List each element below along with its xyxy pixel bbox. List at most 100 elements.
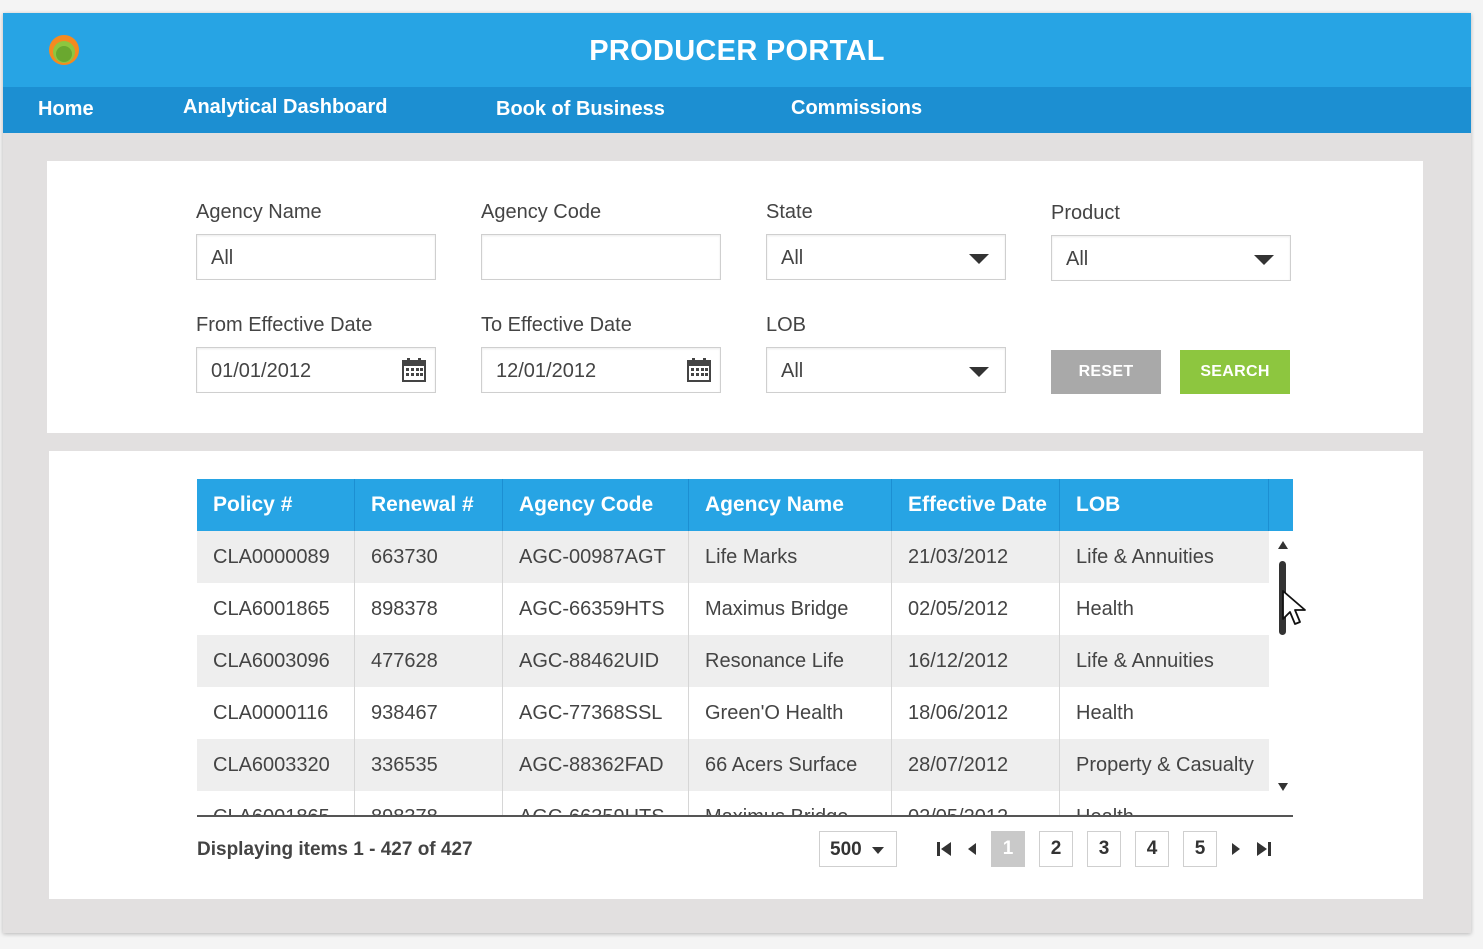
- portal-logo-icon: [49, 35, 79, 65]
- product-label: Product: [1051, 202, 1120, 224]
- cell-agency-name: Green'O Health: [689, 687, 892, 739]
- agency-code-input[interactable]: [481, 234, 721, 280]
- table-row[interactable]: CLA6001865 898378 AGC-66359HTS Maximus B…: [197, 791, 1269, 815]
- to-date-value: 12/01/2012: [496, 360, 597, 382]
- table-header: Policy # Renewal # Agency Code Agency Na…: [197, 479, 1293, 531]
- lob-label: LOB: [766, 314, 807, 336]
- lob-value: All: [781, 360, 804, 382]
- table-row[interactable]: CLA0000116 938467 AGC-77368SSL Green'O H…: [197, 687, 1269, 739]
- cell-policy: CLA6001865: [197, 583, 355, 635]
- cell-effective-date: 02/05/2012: [892, 583, 1060, 635]
- table-row[interactable]: CLA6003096 477628 AGC-88462UID Resonance…: [197, 635, 1269, 687]
- cell-agency-code: AGC-66359HTS: [503, 791, 689, 815]
- cell-agency-code: AGC-77368SSL: [503, 687, 689, 739]
- cell-policy: CLA0000116: [197, 687, 355, 739]
- page-1-button[interactable]: 1: [991, 831, 1025, 867]
- page-4-button[interactable]: 4: [1135, 831, 1169, 867]
- page-title: PRODUCER PORTAL: [589, 35, 885, 67]
- cell-effective-date: 21/03/2012: [892, 531, 1060, 583]
- agency-name-value: All: [211, 247, 234, 269]
- cell-renewal: 898378: [355, 791, 503, 815]
- filter-panel: Agency Name All Agency Code State All Pr…: [47, 161, 1423, 433]
- to-date-label: To Effective Date: [481, 314, 632, 336]
- to-date-input[interactable]: 12/01/2012: [481, 347, 721, 393]
- cell-agency-code: AGC-88462UID: [503, 635, 689, 687]
- results-panel: Policy # Renewal # Agency Code Agency Na…: [49, 451, 1423, 899]
- cell-renewal: 477628: [355, 635, 503, 687]
- chevron-down-icon: [969, 254, 989, 264]
- calendar-icon[interactable]: [686, 357, 712, 383]
- cell-lob: Health: [1060, 791, 1269, 815]
- cell-agency-code: AGC-88362FAD: [503, 739, 689, 791]
- nav-analytical-dashboard[interactable]: Analytical Dashboard: [183, 96, 388, 118]
- agency-name-label: Agency Name: [196, 201, 322, 223]
- app-header: PRODUCER PORTAL: [3, 13, 1471, 87]
- cell-renewal: 938467: [355, 687, 503, 739]
- scroll-up-icon[interactable]: [1278, 541, 1288, 549]
- cell-policy: CLA6003096: [197, 635, 355, 687]
- mouse-pointer-icon: [1282, 590, 1306, 625]
- lob-select[interactable]: All: [766, 347, 1006, 393]
- calendar-icon[interactable]: [401, 357, 427, 383]
- nav-book-of-business[interactable]: Book of Business: [496, 98, 665, 120]
- table-row[interactable]: CLA6003320 336535 AGC-88362FAD 66 Acers …: [197, 739, 1269, 791]
- from-date-input[interactable]: 01/01/2012: [196, 347, 436, 393]
- product-value: All: [1066, 248, 1089, 270]
- column-header-agency-name[interactable]: Agency Name: [689, 479, 892, 531]
- cell-renewal: 898378: [355, 583, 503, 635]
- cell-renewal: 336535: [355, 739, 503, 791]
- reset-button[interactable]: RESET: [1051, 350, 1161, 394]
- agency-name-input[interactable]: All: [196, 234, 436, 280]
- search-button[interactable]: SEARCH: [1180, 350, 1290, 394]
- pagination-summary: Displaying items 1 - 427 of 427: [197, 839, 473, 860]
- page-size-select[interactable]: 500: [819, 831, 897, 867]
- page-size-value: 500: [830, 839, 862, 860]
- cell-effective-date: 02/05/2012: [892, 791, 1060, 815]
- cell-lob: Health: [1076, 598, 1134, 620]
- cell-lob: Property & Casualty: [1076, 754, 1254, 776]
- agency-code-label: Agency Code: [481, 201, 602, 223]
- chevron-down-icon: [872, 847, 884, 854]
- column-header-renewal[interactable]: Renewal #: [355, 479, 503, 531]
- cell-policy: CLA6003320: [197, 739, 355, 791]
- from-date-value: 01/01/2012: [211, 360, 312, 382]
- state-value: All: [781, 247, 804, 269]
- chevron-down-icon: [1254, 255, 1274, 265]
- first-page-icon[interactable]: [935, 839, 953, 859]
- table-divider: [197, 815, 1293, 817]
- table-body: CLA0000089 663730 AGC-00987AGT Life Mark…: [197, 531, 1269, 815]
- state-select[interactable]: All: [766, 234, 1006, 280]
- last-page-icon[interactable]: [1255, 839, 1273, 859]
- nav-commissions[interactable]: Commissions: [791, 97, 923, 119]
- column-header-effective-date[interactable]: Effective Date: [892, 479, 1060, 531]
- cell-agency-code: AGC-00987AGT: [503, 531, 689, 583]
- nav-home[interactable]: Home: [38, 98, 94, 120]
- main-nav: Home Analytical Dashboard Book of Busine…: [3, 87, 1471, 133]
- cell-renewal: 663730: [355, 531, 503, 583]
- page-3-button[interactable]: 3: [1087, 831, 1121, 867]
- column-header-policy[interactable]: Policy #: [197, 479, 355, 531]
- cell-lob: Health: [1076, 702, 1134, 724]
- page-5-button[interactable]: 5: [1183, 831, 1217, 867]
- cell-agency-name: Life Marks: [689, 531, 892, 583]
- from-date-label: From Effective Date: [196, 314, 373, 336]
- product-select[interactable]: All: [1051, 235, 1291, 281]
- column-header-agency-code[interactable]: Agency Code: [503, 479, 689, 531]
- cell-policy: CLA6001865: [197, 791, 355, 815]
- cell-lob: Life & Annuities: [1076, 546, 1214, 568]
- cell-lob: Life & Annuities: [1076, 650, 1214, 672]
- portal-window: PRODUCER PORTAL Home Analytical Dashboar…: [3, 13, 1471, 933]
- cell-agency-code: AGC-66359HTS: [503, 583, 689, 635]
- cell-agency-name: Maximus Bridge: [689, 583, 892, 635]
- table-row[interactable]: CLA0000089 663730 AGC-00987AGT Life Mark…: [197, 531, 1269, 583]
- table-row[interactable]: CLA6001865 898378 AGC-66359HTS Maximus B…: [197, 583, 1269, 635]
- cell-agency-name: 66 Acers Surface: [689, 739, 892, 791]
- chevron-down-icon: [969, 367, 989, 377]
- state-label: State: [766, 201, 813, 223]
- scroll-down-icon[interactable]: [1278, 783, 1288, 791]
- next-page-icon[interactable]: [1227, 839, 1245, 859]
- cell-effective-date: 16/12/2012: [892, 635, 1060, 687]
- column-header-lob[interactable]: LOB: [1060, 479, 1269, 531]
- page-2-button[interactable]: 2: [1039, 831, 1073, 867]
- previous-page-icon[interactable]: [963, 839, 981, 859]
